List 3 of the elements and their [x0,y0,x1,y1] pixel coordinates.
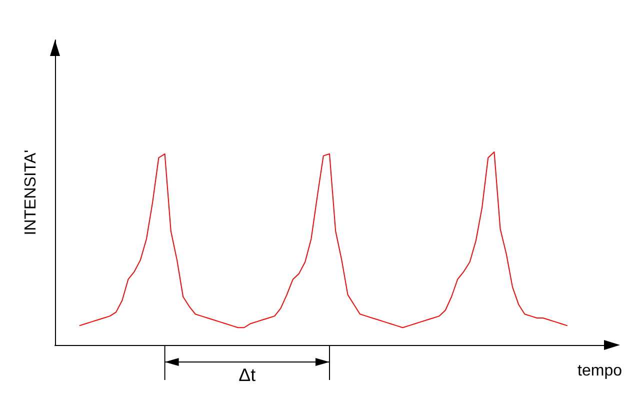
x-axis-title: tempo [578,362,622,380]
text: Δt [238,365,256,385]
y-axis-title: INTENSITA' [22,150,40,236]
